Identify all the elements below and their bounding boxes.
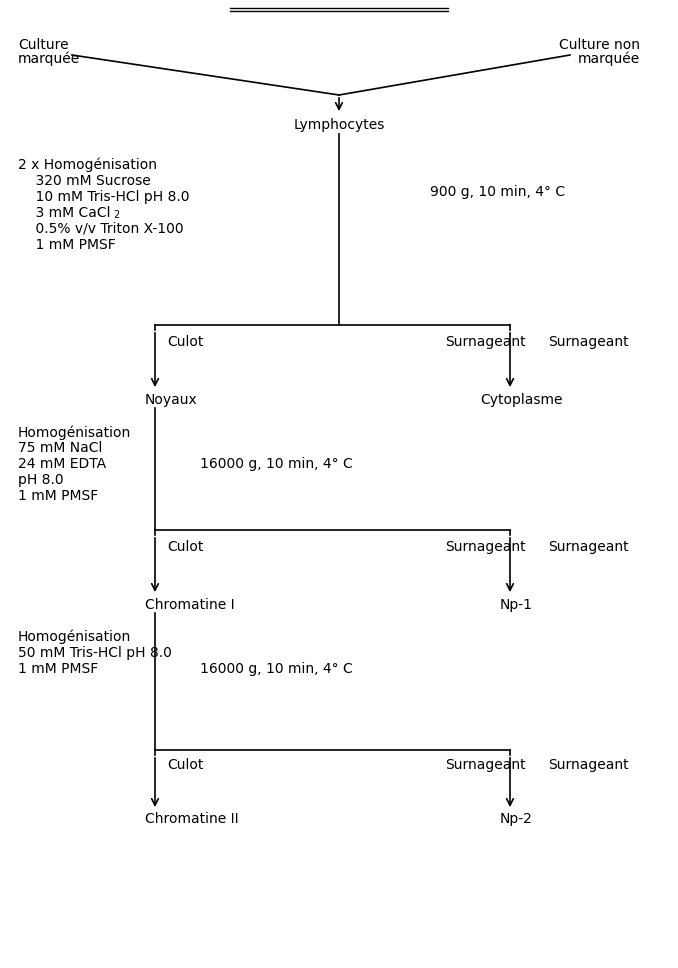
Text: Lymphocytes: Lymphocytes (294, 118, 384, 132)
Text: pH 8.0: pH 8.0 (18, 473, 64, 487)
Text: Surnageant: Surnageant (548, 540, 629, 554)
Text: Chromatine I: Chromatine I (145, 598, 235, 612)
Text: Culture non: Culture non (559, 38, 640, 52)
Text: 2: 2 (113, 210, 119, 220)
Text: Cytoplasme: Cytoplasme (480, 393, 563, 407)
Text: 50 mM Tris-HCl pH 8.0: 50 mM Tris-HCl pH 8.0 (18, 646, 172, 660)
Text: 320 mM Sucrose: 320 mM Sucrose (18, 174, 151, 188)
Text: Surnageant: Surnageant (548, 335, 629, 349)
Text: 10 mM Tris-HCl pH 8.0: 10 mM Tris-HCl pH 8.0 (18, 190, 189, 204)
Text: Culot: Culot (167, 540, 203, 554)
Text: 900 g, 10 min, 4° C: 900 g, 10 min, 4° C (430, 185, 565, 199)
Text: Surnageant: Surnageant (445, 540, 525, 554)
Text: Chromatine II: Chromatine II (145, 812, 239, 826)
Text: 75 mM NaCl: 75 mM NaCl (18, 441, 102, 455)
Text: Homogénisation: Homogénisation (18, 425, 132, 439)
Text: 2 x Homogénisation: 2 x Homogénisation (18, 158, 157, 172)
Text: 0.5% v/v Triton X-100: 0.5% v/v Triton X-100 (18, 222, 184, 236)
Text: Surnageant: Surnageant (445, 758, 525, 772)
Text: Culture: Culture (18, 38, 68, 52)
Text: marquée: marquée (18, 52, 80, 67)
Text: 16000 g, 10 min, 4° C: 16000 g, 10 min, 4° C (200, 457, 353, 471)
Text: marquée: marquée (578, 52, 640, 67)
Text: 1 mM PMSF: 1 mM PMSF (18, 489, 98, 503)
Text: 1 mM PMSF: 1 mM PMSF (18, 238, 116, 252)
Text: Noyaux: Noyaux (145, 393, 198, 407)
Text: Homogénisation: Homogénisation (18, 630, 132, 645)
Text: Np-1: Np-1 (500, 598, 533, 612)
Text: 3 mM CaCl: 3 mM CaCl (18, 206, 111, 220)
Text: 1 mM PMSF: 1 mM PMSF (18, 662, 98, 676)
Text: Surnageant: Surnageant (548, 758, 629, 772)
Text: 16000 g, 10 min, 4° C: 16000 g, 10 min, 4° C (200, 662, 353, 676)
Text: Culot: Culot (167, 758, 203, 772)
Text: Culot: Culot (167, 335, 203, 349)
Text: 24 mM EDTA: 24 mM EDTA (18, 457, 106, 471)
Text: Surnageant: Surnageant (445, 335, 525, 349)
Text: Np-2: Np-2 (500, 812, 533, 826)
